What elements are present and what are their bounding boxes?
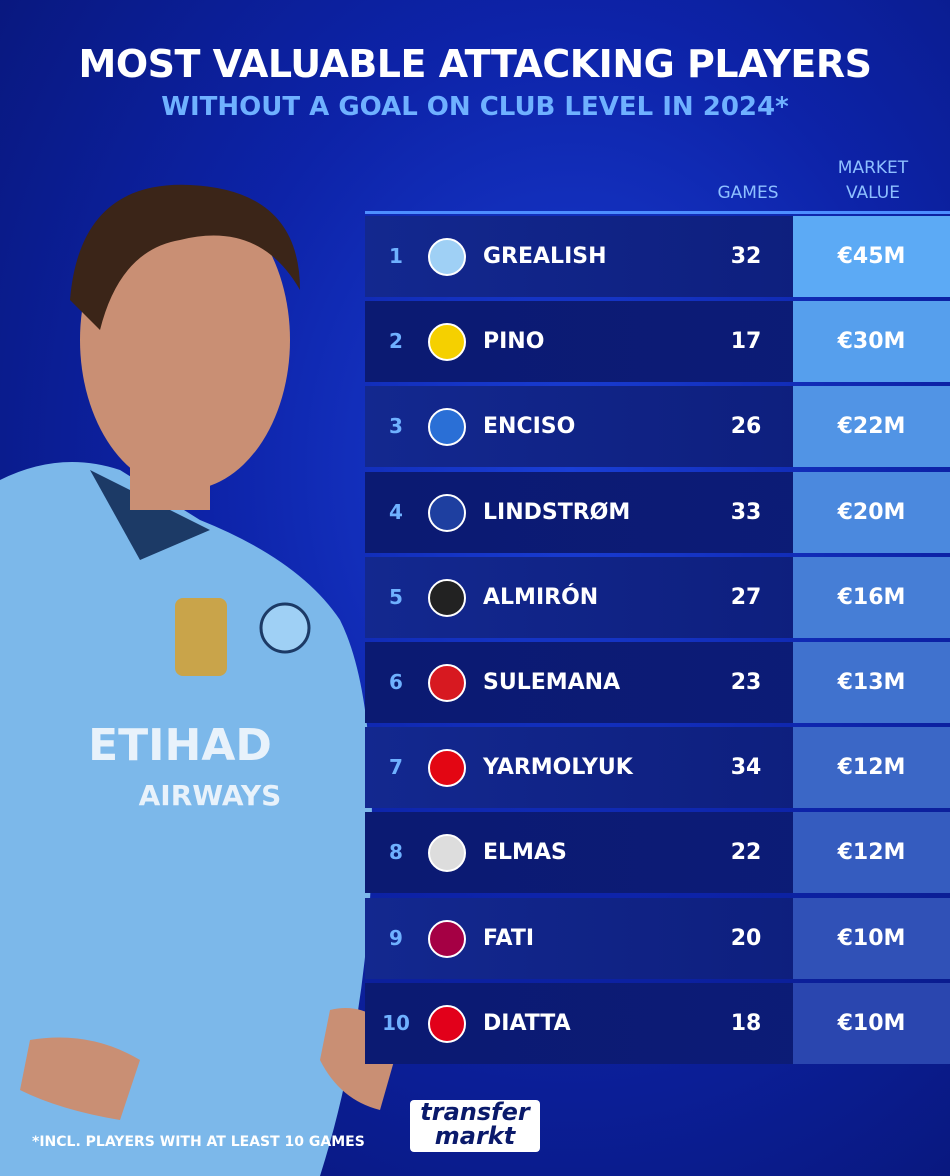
table-row: 7 YARMOLYUK 34 €12M [365,727,950,809]
table-row: 9 FATI 20 €10M [365,897,950,979]
games: 27 [730,584,762,610]
column-header: MARKET VALUE [837,158,909,203]
player-name: GREALISH [483,244,607,269]
games: 17 [730,329,762,355]
value-cell-bg [793,471,950,553]
market-value: €10M [837,1010,906,1036]
club-logo [428,408,466,447]
value-cell-bg [793,812,950,894]
logo-text: markt [434,1122,516,1150]
rank: 10 [382,1010,410,1035]
market-value: €16M [837,584,906,610]
rank: 3 [389,414,403,439]
rank: 1 [389,244,403,268]
table-row: 3 ENCISO 26 €22M [365,386,950,468]
games: 18 [730,1010,762,1036]
rank: 4 [389,499,403,524]
market-value: €20M [837,499,906,525]
table-row: 5 ALMIRÓN 27 €16M [365,556,950,638]
player-name: ENCISO [483,414,576,440]
rank: 5 [389,584,403,609]
games: 22 [730,840,762,866]
value-cell-bg [793,216,950,297]
player-name: SULEMANA [483,670,621,695]
svg-text:ETIHAD: ETIHAD [88,720,272,771]
column-header: GAMES [717,183,779,203]
games: 34 [730,755,762,781]
club-logo [428,578,466,617]
club-logo [428,919,466,958]
brand-logo: transfer markt [410,1100,540,1152]
value-cell-bg [793,301,950,383]
market-value: €13M [837,670,906,695]
market-value: €45M [837,244,906,269]
value-cell-bg [793,897,950,979]
table-row: 6 SULEMANA 23 €13M [365,642,950,723]
market-value: €10M [837,925,906,951]
club-logo [428,323,466,362]
games: 23 [730,670,762,695]
table-row: 1 GREALISH 32 €45M [365,216,950,297]
market-value: €22M [837,414,906,440]
value-cell-bg [793,386,950,468]
footnote: *INCL. PLAYERS WITH AT LEAST 10 GAMES [32,1134,365,1150]
club-logo [428,493,466,532]
title: MOST VALUABLE ATTACKING PLAYERS [78,42,872,86]
value-cell-bg [793,727,950,809]
table-row: 4 LINDSTRØM 33 €20M [365,471,950,553]
games: 33 [730,499,762,525]
games: 20 [730,925,762,951]
rank: 9 [389,925,403,950]
club-logo [428,238,466,276]
player-name: LINDSTRØM [483,499,631,525]
rank: 6 [389,670,403,694]
market-value: €12M [837,755,906,781]
player-name: DIATTA [483,1010,571,1036]
rank: 8 [389,840,403,865]
table-row: 10 DIATTA 18 €10M [365,982,950,1064]
table-row: 8 ELMAS 22 €12M [365,812,950,894]
club-logo [428,749,466,788]
value-cell-bg [793,642,950,723]
club-logo [428,664,466,702]
table-rule [365,211,950,214]
player-name: ALMIRÓN [483,584,599,610]
value-cell-bg [793,982,950,1064]
rank: 2 [389,329,403,354]
market-value: €12M [837,840,906,866]
games: 32 [730,244,762,269]
rank: 7 [389,755,403,780]
subtitle: WITHOUT A GOAL ON CLUB LEVEL IN 2024* [161,92,789,122]
logo-text: transfer [420,1098,530,1126]
svg-text:AIRWAYS: AIRWAYS [139,779,282,812]
player-name: YARMOLYUK [483,755,633,781]
market-value: €30M [837,329,906,355]
player-name: FATI [483,925,535,951]
club-logo [428,1004,466,1043]
value-cell-bg [793,556,950,638]
player-name: PINO [483,329,545,355]
player-name: ELMAS [483,840,567,866]
games: 26 [730,414,762,440]
table-row: 2 PINO 17 €30M [365,301,950,383]
club-logo [428,834,466,873]
